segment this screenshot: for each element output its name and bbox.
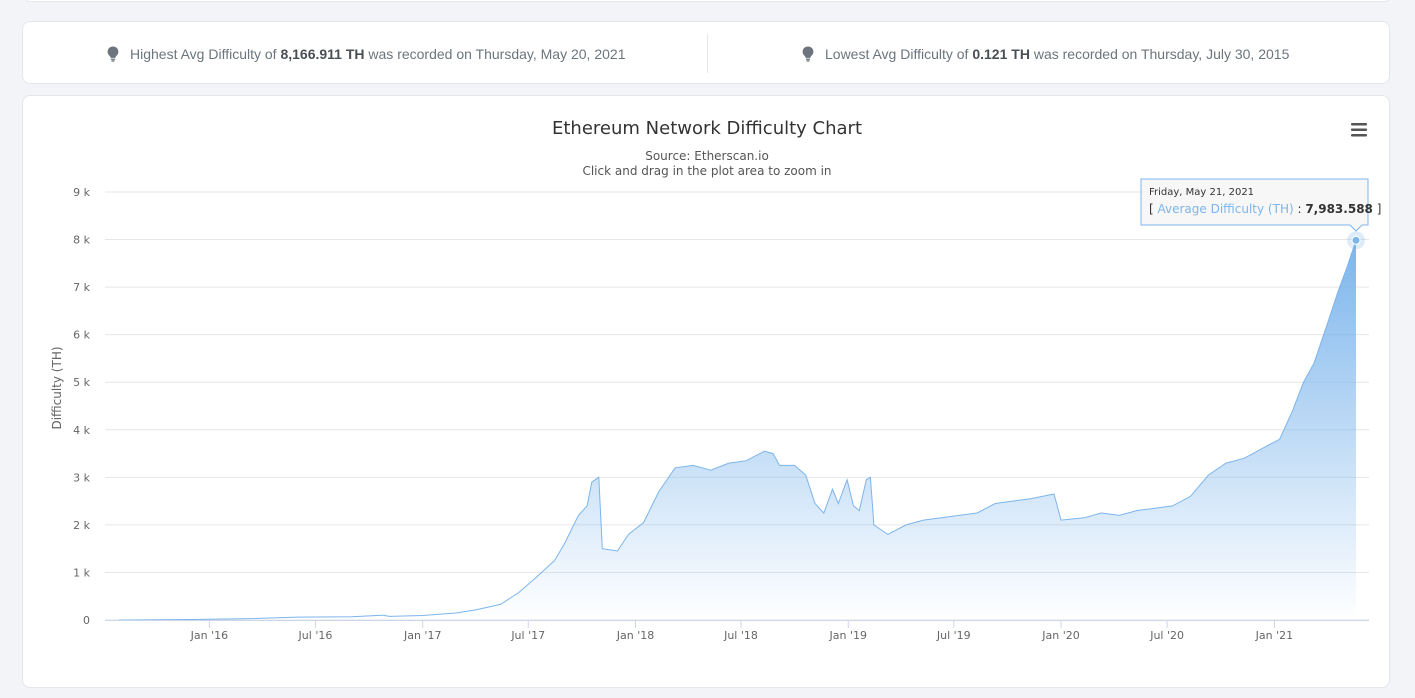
axes: 0 1 k 2 k 3 k 4 k 5 k 6 k 7 k 8 k 9 k Jan '16 Jul '… bbox=[73, 186, 1369, 642]
y-tick-label: 4 k bbox=[73, 424, 90, 437]
stats-divider bbox=[707, 34, 708, 73]
tooltip-open-bracket: [ bbox=[1149, 202, 1158, 216]
tooltip-value: 7,983.588 bbox=[1305, 202, 1373, 216]
lowest-stat-prefix: Lowest Avg Difficulty of bbox=[825, 45, 969, 62]
x-tick-label: Jan '19 bbox=[829, 629, 867, 642]
tooltip-frame bbox=[1140, 178, 1369, 232]
y-tick-label: 2 k bbox=[73, 519, 90, 532]
chart-subtitle-source: Source: Etherscan.io bbox=[645, 149, 769, 163]
x-tick-label: Jul '19 bbox=[936, 629, 971, 642]
difficulty-line bbox=[118, 240, 1357, 621]
highest-stat-suffix: was recorded on Thursday, May 20, 2021 bbox=[368, 45, 626, 62]
x-tick-label: Jan '18 bbox=[616, 629, 654, 642]
y-tick-label: 5 k bbox=[73, 376, 90, 389]
y-tick-label: 9 k bbox=[73, 186, 90, 199]
tooltip-box: Friday, May 21, 2021 [ Average Difficulty… bbox=[1140, 178, 1381, 232]
tooltip-close-bracket: ] bbox=[1373, 202, 1382, 216]
tooltip-series-name: Average Difficulty (TH) bbox=[1158, 202, 1294, 216]
y-axis-title: Difficulty (TH) bbox=[50, 346, 64, 429]
difficulty-chart[interactable]: Ethereum Network Difficulty Chart Source… bbox=[23, 96, 1389, 687]
hamburger-menu-icon[interactable] bbox=[1343, 118, 1375, 142]
lowest-difficulty-stat: Lowest Avg Difficulty of 0.121 TH was re… bbox=[802, 22, 1289, 85]
lightbulb-icon bbox=[107, 46, 119, 62]
tooltip: Friday, May 21, 2021 [ Average Difficulty… bbox=[1140, 178, 1381, 250]
x-tick-label: Jan '20 bbox=[1041, 629, 1079, 642]
highest-difficulty-stat: Highest Avg Difficulty of 8,166.911 TH w… bbox=[107, 22, 625, 85]
highest-stat-value: 8,166.911 TH bbox=[280, 45, 365, 62]
hover-point[interactable] bbox=[1351, 235, 1361, 245]
tooltip-date: Friday, May 21, 2021 bbox=[1149, 187, 1254, 198]
y-tick-label: 6 k bbox=[73, 329, 90, 342]
series-area bbox=[118, 240, 1357, 621]
y-tick-label: 8 k bbox=[73, 234, 90, 247]
y-tick-label: 7 k bbox=[73, 281, 90, 294]
highest-stat-prefix: Highest Avg Difficulty of bbox=[130, 45, 277, 62]
y-tick-label: 1 k bbox=[73, 566, 90, 579]
x-tick-label: Jul '17 bbox=[510, 629, 545, 642]
lightbulb-icon bbox=[802, 46, 814, 62]
y-tick-label: 3 k bbox=[73, 471, 90, 484]
x-tick-label: Jan '21 bbox=[1255, 629, 1293, 642]
x-tick-label: Jul '16 bbox=[298, 629, 333, 642]
chart-title: Ethereum Network Difficulty Chart bbox=[552, 118, 862, 139]
difficulty-chart-card: Ethereum Network Difficulty Chart Source… bbox=[22, 95, 1390, 688]
x-tick-label: Jul '20 bbox=[1149, 629, 1184, 642]
y-tick-label: 0 bbox=[83, 614, 90, 627]
chart-subtitle-hint: Click and drag in the plot area to zoom … bbox=[582, 164, 831, 178]
difficulty-stats-card: Highest Avg Difficulty of 8,166.911 TH w… bbox=[22, 21, 1390, 84]
tooltip-separator: : bbox=[1294, 202, 1306, 216]
x-tick-label: Jan '17 bbox=[403, 629, 441, 642]
x-tick-label: Jan '16 bbox=[190, 629, 228, 642]
x-tick-label: Jul '18 bbox=[723, 629, 758, 642]
lowest-stat-value: 0.121 TH bbox=[972, 45, 1030, 62]
previous-card-edge bbox=[22, 0, 1392, 2]
lowest-stat-suffix: was recorded on Thursday, July 30, 2015 bbox=[1033, 45, 1290, 62]
tooltip-value-line: [ Average Difficulty (TH) : 7,983.588 ] bbox=[1149, 202, 1381, 216]
difficulty-area-fill bbox=[119, 240, 1356, 621]
